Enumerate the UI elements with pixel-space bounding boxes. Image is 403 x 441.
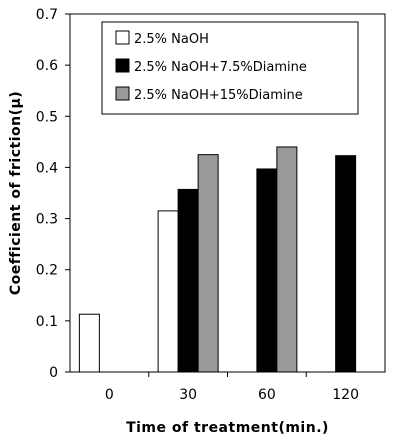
bar (197, 154, 219, 373)
x-tick-label: 0 (105, 387, 114, 403)
bar (78, 313, 100, 373)
x-tick-label: 30 (179, 387, 197, 403)
y-axis-title: Coefficient of friction(μ) (8, 91, 24, 295)
legend-label: 2.5% NaOH (134, 32, 209, 47)
y-tick-label: 0.3 (36, 212, 58, 228)
y-tick-label: 0.2 (36, 263, 58, 279)
legend: 2.5% NaOH 2.5% NaOH+7.5%Diamine 2.5% NaOH+… (101, 21, 359, 115)
legend-label: 2.5% NaOH+15%Diamine (134, 88, 303, 103)
legend-swatch (115, 58, 130, 73)
y-axis-ticks: 0 0.1 0.2 0.3 0.4 0.5 0.6 0.7 (36, 7, 70, 381)
x-axis-ticks: 0 30 60 120 (105, 372, 359, 403)
legend-swatch (115, 86, 130, 101)
y-tick-label: 0.5 (36, 109, 58, 125)
bar (256, 168, 278, 373)
bar (335, 155, 357, 373)
bar (157, 210, 179, 373)
bar (177, 188, 199, 373)
y-tick-label: 0.6 (36, 58, 58, 74)
bars (78, 146, 357, 373)
x-axis-title: Time of treatment(min.) (126, 420, 329, 436)
x-tick-label: 120 (332, 387, 359, 403)
bar (276, 146, 298, 373)
y-tick-label: 0 (49, 365, 58, 381)
y-tick-label: 0.1 (36, 314, 58, 330)
y-tick-label: 0.7 (36, 7, 58, 23)
y-tick-label: 0.4 (36, 160, 58, 176)
legend-swatch (115, 30, 130, 45)
legend-box (101, 21, 359, 115)
x-tick-label: 60 (258, 387, 276, 403)
legend-label: 2.5% NaOH+7.5%Diamine (134, 60, 307, 75)
